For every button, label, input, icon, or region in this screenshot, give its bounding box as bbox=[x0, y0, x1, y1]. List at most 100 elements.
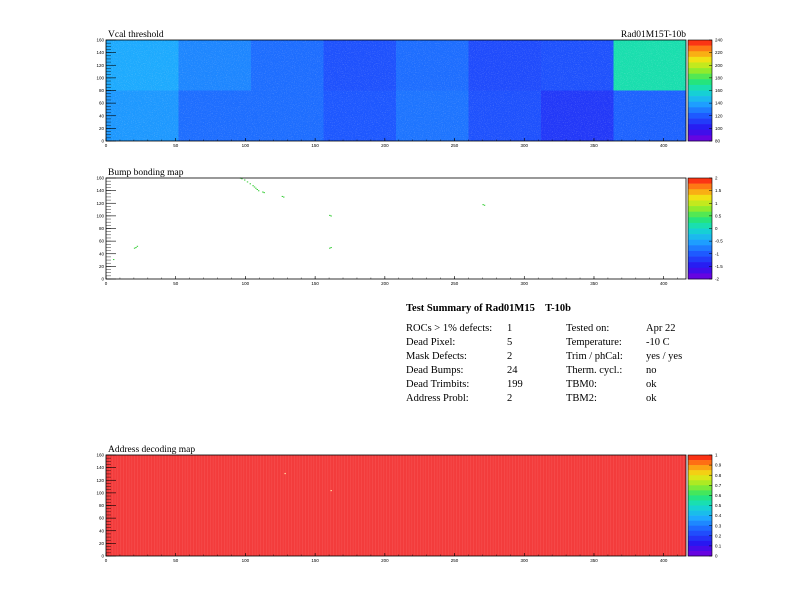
colorbar-label: 0.1 bbox=[715, 544, 722, 549]
colorbar-band bbox=[688, 267, 712, 274]
summary-value-dead-bumps: 24 bbox=[507, 365, 518, 376]
dead-bump-point bbox=[483, 204, 486, 206]
colorbar-label: 1 bbox=[715, 453, 718, 458]
colorbar-label: 0.4 bbox=[715, 513, 722, 518]
summary-value-tbm2: ok bbox=[646, 393, 657, 404]
colorbar-band bbox=[688, 256, 712, 263]
colorbar-band bbox=[688, 51, 712, 58]
colorbar-label: 1 bbox=[715, 201, 718, 206]
plot-background bbox=[106, 178, 686, 279]
colorbar-band bbox=[688, 495, 712, 501]
colorbar-label: 220 bbox=[715, 50, 723, 55]
colorbar-band bbox=[688, 189, 712, 196]
colorbar-label: 0.9 bbox=[715, 463, 722, 468]
colorbar-band bbox=[688, 73, 712, 80]
colorbar-band bbox=[688, 101, 712, 108]
y-tick-label: 0 bbox=[101, 277, 104, 282]
colorbar-band bbox=[688, 40, 712, 46]
colorbar-band bbox=[688, 84, 712, 91]
y-tick-label: 100 bbox=[96, 75, 104, 80]
colorbar-band bbox=[688, 124, 712, 131]
x-tick-label: 100 bbox=[242, 558, 250, 563]
x-tick-label: 100 bbox=[242, 281, 250, 286]
colorbar-label: 0.7 bbox=[715, 483, 722, 488]
y-tick-label: 100 bbox=[96, 213, 104, 218]
colorbar-label: -1 bbox=[715, 251, 719, 256]
summary-value-trim: yes / yes bbox=[646, 351, 683, 362]
x-tick-label: 200 bbox=[381, 281, 389, 286]
colorbar-band bbox=[688, 96, 712, 103]
colorbar-band bbox=[688, 200, 712, 207]
colorbar-band bbox=[688, 228, 712, 235]
x-tick-label: 350 bbox=[590, 558, 598, 563]
summary-label-dead-pixel: Dead Pixel: bbox=[406, 337, 456, 348]
colorbar-label: 200 bbox=[715, 63, 723, 68]
colorbar-band bbox=[688, 183, 712, 190]
colorbar-band bbox=[688, 550, 712, 557]
colorbar-band bbox=[688, 460, 712, 466]
colorbar-band bbox=[688, 520, 712, 526]
y-tick-label: 0 bbox=[101, 554, 104, 559]
panel-bump-bonding: Bump bonding map 0 50 100 150 200 250 300 350 40… bbox=[96, 168, 723, 286]
dead-bump-point bbox=[249, 183, 252, 185]
colorbar-band bbox=[688, 129, 712, 136]
y-tick-label: 60 bbox=[99, 239, 105, 244]
test-summary: Test Summary of Rad01M15 T-10b ROCs > 1%… bbox=[406, 303, 706, 413]
x-tick-label: 0 bbox=[105, 143, 108, 148]
x-tick-label: 400 bbox=[660, 143, 668, 148]
colorbar-band bbox=[688, 56, 712, 63]
colorbar-label: 0.3 bbox=[715, 523, 722, 528]
y-tick-label: 40 bbox=[99, 113, 105, 118]
y-tick-label: 60 bbox=[99, 101, 105, 106]
x-tick-label: 300 bbox=[521, 143, 529, 148]
y-tick-label: 140 bbox=[96, 465, 104, 470]
x-tick-label: 300 bbox=[521, 281, 529, 286]
x-tick-label: 250 bbox=[451, 558, 459, 563]
colorbar-band bbox=[688, 79, 712, 86]
x-tick-label: 50 bbox=[173, 558, 179, 563]
dead-bump-point bbox=[135, 247, 137, 249]
y-tick-label: 80 bbox=[99, 88, 105, 93]
x-tick-label: 150 bbox=[311, 143, 319, 148]
x-tick-label: 0 bbox=[105, 558, 108, 563]
colorbar-label: 100 bbox=[715, 126, 723, 131]
y-tick-label: 160 bbox=[96, 38, 104, 43]
dead-bump-point bbox=[246, 181, 249, 183]
colorbar-band bbox=[688, 262, 712, 269]
panel-title: Vcal threshold bbox=[108, 30, 164, 40]
dead-bump-point bbox=[482, 204, 484, 206]
summary-label-temperature: Temperature: bbox=[566, 337, 622, 348]
x-tick-label: 50 bbox=[173, 143, 179, 148]
summary-label-therm-cycl: Therm. cycl.: bbox=[566, 365, 623, 376]
vcal-heatmap: 0 50 100 150 200 250 300 350 400 0 20 40 60 80 100 120 1… bbox=[96, 38, 687, 148]
summary-label-dead-trimbits: Dead Trimbits: bbox=[406, 379, 470, 390]
colorbar-band bbox=[688, 135, 712, 142]
colorbar-label: 180 bbox=[715, 75, 723, 80]
colorbar-band bbox=[688, 239, 712, 246]
colorbar-label: 2 bbox=[715, 176, 718, 181]
dead-bump-point bbox=[329, 214, 331, 216]
y-tick-label: 120 bbox=[96, 63, 104, 68]
x-tick-label: 250 bbox=[451, 143, 459, 148]
colorbar-band bbox=[688, 485, 712, 491]
colorbar-band bbox=[688, 535, 712, 542]
colorbar-band bbox=[688, 234, 712, 241]
module-label: Rad01M15T-10b bbox=[621, 30, 686, 40]
colorbar-label: 0 bbox=[715, 226, 718, 231]
colorbar-label: 0.2 bbox=[715, 533, 722, 538]
y-tick-label: 160 bbox=[96, 176, 104, 181]
address-defect-point bbox=[284, 472, 286, 475]
y-tick-label: 120 bbox=[96, 478, 104, 483]
panel-address-decoding: Address decoding map 0 50 100 150 200 250 300 3… bbox=[96, 445, 721, 563]
summary-value-therm-cycl: no bbox=[646, 365, 657, 376]
summary-label-trim: Trim / phCal: bbox=[566, 351, 623, 362]
colorbar-band bbox=[688, 211, 712, 218]
colorbar-band bbox=[688, 525, 712, 532]
dead-bump-point bbox=[241, 178, 243, 180]
bump-bonding-heatmap: 0 50 100 150 200 250 300 350 400 0 20 40 60 80 100 120 1… bbox=[96, 176, 687, 286]
summary-value-tested-on: Apr 22 bbox=[646, 323, 676, 334]
colorbar-band bbox=[688, 68, 712, 74]
dead-bump-point bbox=[330, 215, 332, 217]
y-tick-label: 140 bbox=[96, 188, 104, 193]
summary-value-tbm0: ok bbox=[646, 379, 657, 390]
